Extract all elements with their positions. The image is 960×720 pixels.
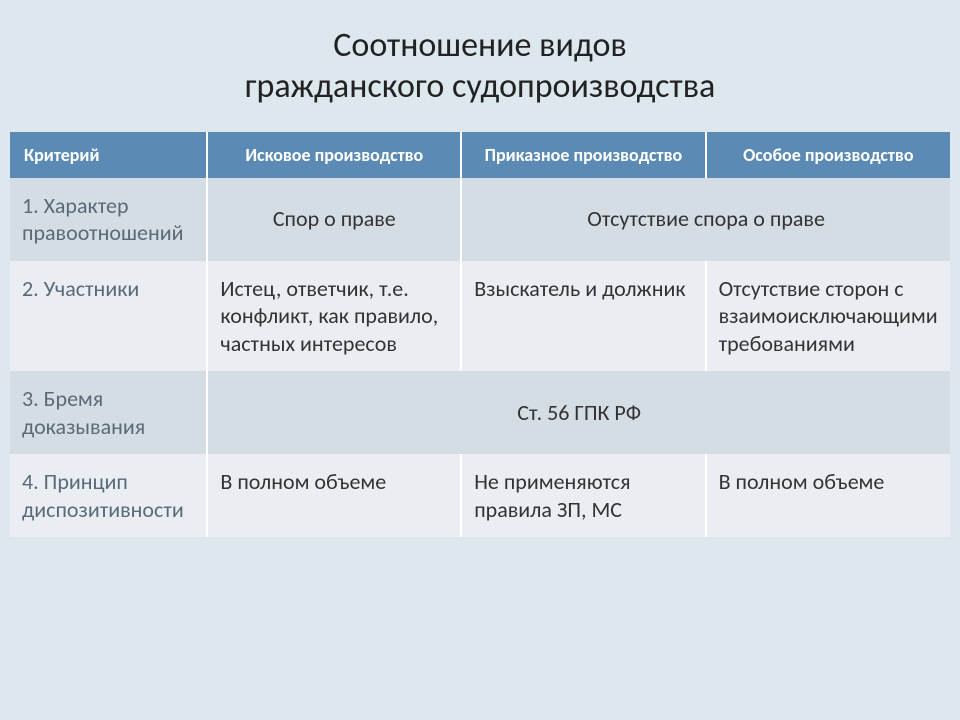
slide: Соотношение видов гражданского судопроиз… xyxy=(10,8,950,712)
table-row: 4. Принцип диспозитивности В полном объе… xyxy=(10,454,950,537)
slide-title: Соотношение видов гражданского судопроиз… xyxy=(10,8,950,132)
cell-criteria: 1. Характер правоотношений xyxy=(10,178,207,261)
title-line-1: Соотношение видов xyxy=(333,25,626,66)
table-row: 3. Бремя доказывания Ст. 56 ГПК РФ xyxy=(10,371,950,454)
cell-value: В полном объеме xyxy=(207,454,461,537)
cell-value-merged: Отсутствие спора о праве xyxy=(461,178,950,261)
cell-criteria: 2. Участники xyxy=(10,261,207,372)
header-col1: Исковое производство xyxy=(207,132,461,178)
table-row: 1. Характер правоотношений Спор о праве … xyxy=(10,178,950,261)
cell-value: Спор о праве xyxy=(207,178,461,261)
header-criteria: Критерий xyxy=(10,132,207,178)
table-row: 2. Участники Истец, ответчик, т.е. конфл… xyxy=(10,261,950,372)
cell-criteria: 3. Бремя доказывания xyxy=(10,371,207,454)
header-col3: Особое производство xyxy=(706,132,950,178)
cell-value: Истец, ответчик, т.е. конфликт, как прав… xyxy=(207,261,461,372)
title-line-2: гражданского судопроизводства xyxy=(245,66,716,107)
cell-criteria: 4. Принцип диспозитивности xyxy=(10,454,207,537)
comparison-table: Критерий Исковое производство Приказное … xyxy=(10,132,950,538)
table-header-row: Критерий Исковое производство Приказное … xyxy=(10,132,950,178)
cell-value-merged: Ст. 56 ГПК РФ xyxy=(207,371,950,454)
cell-value: Взыскатель и должник xyxy=(461,261,705,372)
header-col2: Приказное производство xyxy=(461,132,705,178)
cell-value: Не применяются правила ЗП, МС xyxy=(461,454,705,537)
cell-value: В полном объеме xyxy=(706,454,950,537)
cell-value: Отсутствие сторон с взаимоисключающими т… xyxy=(706,261,950,372)
